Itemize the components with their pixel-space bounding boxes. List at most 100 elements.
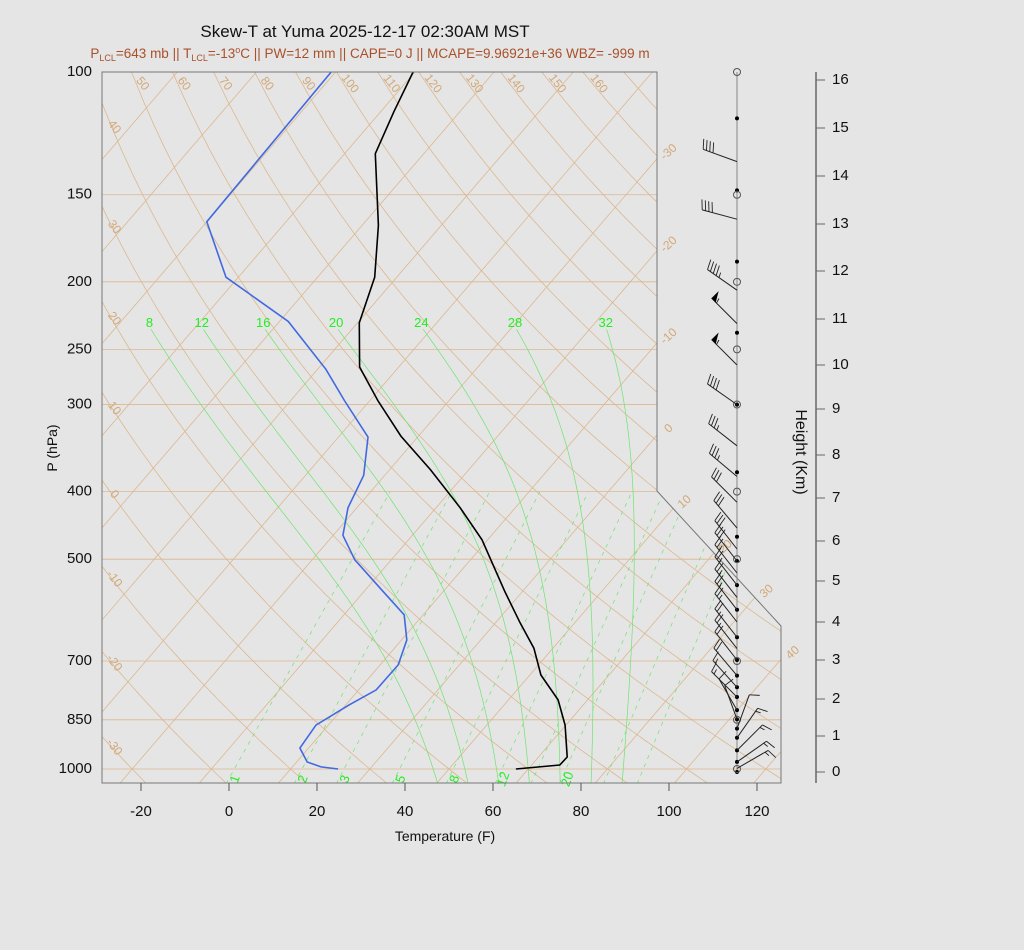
wind-barb: [714, 511, 738, 550]
dry-adiabat-label: 30: [105, 217, 124, 236]
isotherm-label: 10: [675, 492, 695, 512]
dry-adiabat-label: 100: [339, 71, 363, 96]
wind-barb-full: [709, 375, 715, 387]
wind-barb-full: [713, 469, 720, 480]
wind-barb: [709, 443, 738, 477]
dry-adiabat-line: [377, 72, 781, 783]
wind-barb-staff: [707, 269, 738, 291]
subtitle-lcl-2: LCL: [191, 53, 208, 63]
wind-barb-staff: [714, 556, 738, 586]
level-dot: [735, 116, 739, 121]
wind-barb-half: [716, 339, 720, 345]
level-circle: [733, 68, 741, 76]
moist-adiabat-label: 32: [599, 315, 613, 330]
isotherm-label: 0: [661, 421, 676, 436]
wind-barb-full: [712, 651, 719, 661]
height-tick-label: 11: [832, 310, 848, 327]
wind-barb-full: [714, 547, 722, 557]
wind-barb-full: [714, 523, 722, 533]
dry-adiabat-line: [623, 72, 781, 783]
wind-barb-column: [701, 68, 777, 774]
wind-barb: [702, 138, 738, 163]
dry-adiabat-line: [295, 72, 781, 783]
wind-barb-full: [767, 750, 777, 758]
wind-barb-staff: [714, 568, 738, 598]
wind-barb: [736, 694, 760, 729]
wind-barb-full: [716, 563, 724, 573]
wind-barb: [714, 600, 738, 638]
wind-barb-full: [715, 265, 720, 276]
height-tick-label: 0: [832, 763, 840, 780]
wind-barb-full: [714, 572, 722, 582]
level-circle: [733, 555, 741, 564]
moist-adiabat-label: 24: [414, 315, 428, 330]
wind-barb-staff: [714, 619, 738, 649]
wind-barb-staff: [707, 383, 738, 406]
dry-adiabat-line: [102, 72, 228, 783]
x-tick-label: 20: [309, 803, 326, 820]
isotherm-line: [198, 72, 781, 783]
wind-barb-half: [716, 425, 720, 431]
wind-barb-staff: [714, 544, 738, 574]
height-tick-label: 15: [832, 119, 849, 136]
wind-barb-staff: [709, 452, 738, 477]
wind-barb: [707, 373, 738, 406]
wind-barb-full: [716, 575, 724, 585]
isotherm-label: -10: [657, 325, 679, 347]
mixing-ratio-label: 5: [392, 773, 409, 785]
height-tick-label: 12: [832, 262, 849, 279]
height-axis-label: Height (Km): [792, 409, 809, 494]
dry-adiabat-line: [102, 72, 147, 783]
wind-barb-full: [718, 671, 727, 680]
wind-barb-staff: [714, 608, 738, 638]
moist-adiabat-line: [150, 329, 439, 783]
pressure-tick-label: 500: [67, 550, 92, 567]
level-dot: [735, 534, 739, 539]
wind-barb-full: [711, 662, 717, 672]
wind-barb-full: [716, 472, 722, 483]
subtitle-t-value: =-13: [207, 46, 236, 61]
moist-adiabat-line: [203, 329, 469, 783]
wind-barb-staff: [724, 685, 738, 720]
x-axis-label: Temperature (F): [395, 828, 495, 844]
pressure-tick-label: 150: [67, 186, 92, 203]
mixing-ratio-line: [445, 491, 589, 783]
dry-adiabat-label: 140: [505, 71, 529, 96]
dewpoint-line: [205, 72, 408, 770]
height-tick-label: 16: [832, 71, 849, 88]
wind-barb-full: [716, 538, 724, 548]
wind-barb: [714, 611, 738, 649]
mixing-ratio-label: 2: [294, 773, 311, 785]
isotherm-line: [102, 72, 178, 783]
mixing-ratio-line: [335, 491, 491, 783]
chart-title: Skew-T at Yuma 2025-12-17 02:30AM MST: [200, 22, 530, 41]
dry-adiabat-label: 50: [133, 74, 152, 93]
moist-adiabat-label: 12: [194, 315, 208, 330]
wind-barb-full: [707, 373, 712, 385]
wind-barb-staff: [714, 581, 738, 611]
subtitle-p-value: =643 mb || T: [115, 46, 192, 61]
wind-barb: [701, 199, 738, 220]
wind-barb-flag: [711, 291, 719, 303]
dry-adiabat-label: -20: [104, 652, 126, 675]
height-tick-label: 5: [832, 572, 840, 589]
height-tick-label: 7: [832, 489, 840, 506]
dry-adiabat-line: [102, 72, 308, 783]
wind-barb-staff: [703, 148, 738, 163]
pressure-tick-label: 850: [67, 711, 92, 728]
level-dot: [735, 259, 739, 264]
wind-barb-staff: [714, 532, 738, 562]
height-tick-label: 6: [832, 532, 840, 549]
dry-adiabat-label: 160: [588, 71, 612, 96]
pressure-tick-label: 100: [67, 63, 92, 80]
wind-barb-half: [713, 669, 717, 675]
isotherm-line: [102, 72, 257, 783]
wind-barb-full: [717, 496, 725, 507]
chart-subtitle: PLCL=643 mb || TLCL=-13oC || PW=12 mm ||…: [0, 45, 740, 63]
level-circle: [733, 345, 741, 354]
isotherm-line: [102, 72, 653, 783]
height-tick-label: 13: [832, 215, 849, 232]
x-tick-label: 120: [744, 803, 769, 820]
wind-barb-staff: [714, 520, 738, 550]
moist-adiabat-line: [264, 329, 500, 783]
